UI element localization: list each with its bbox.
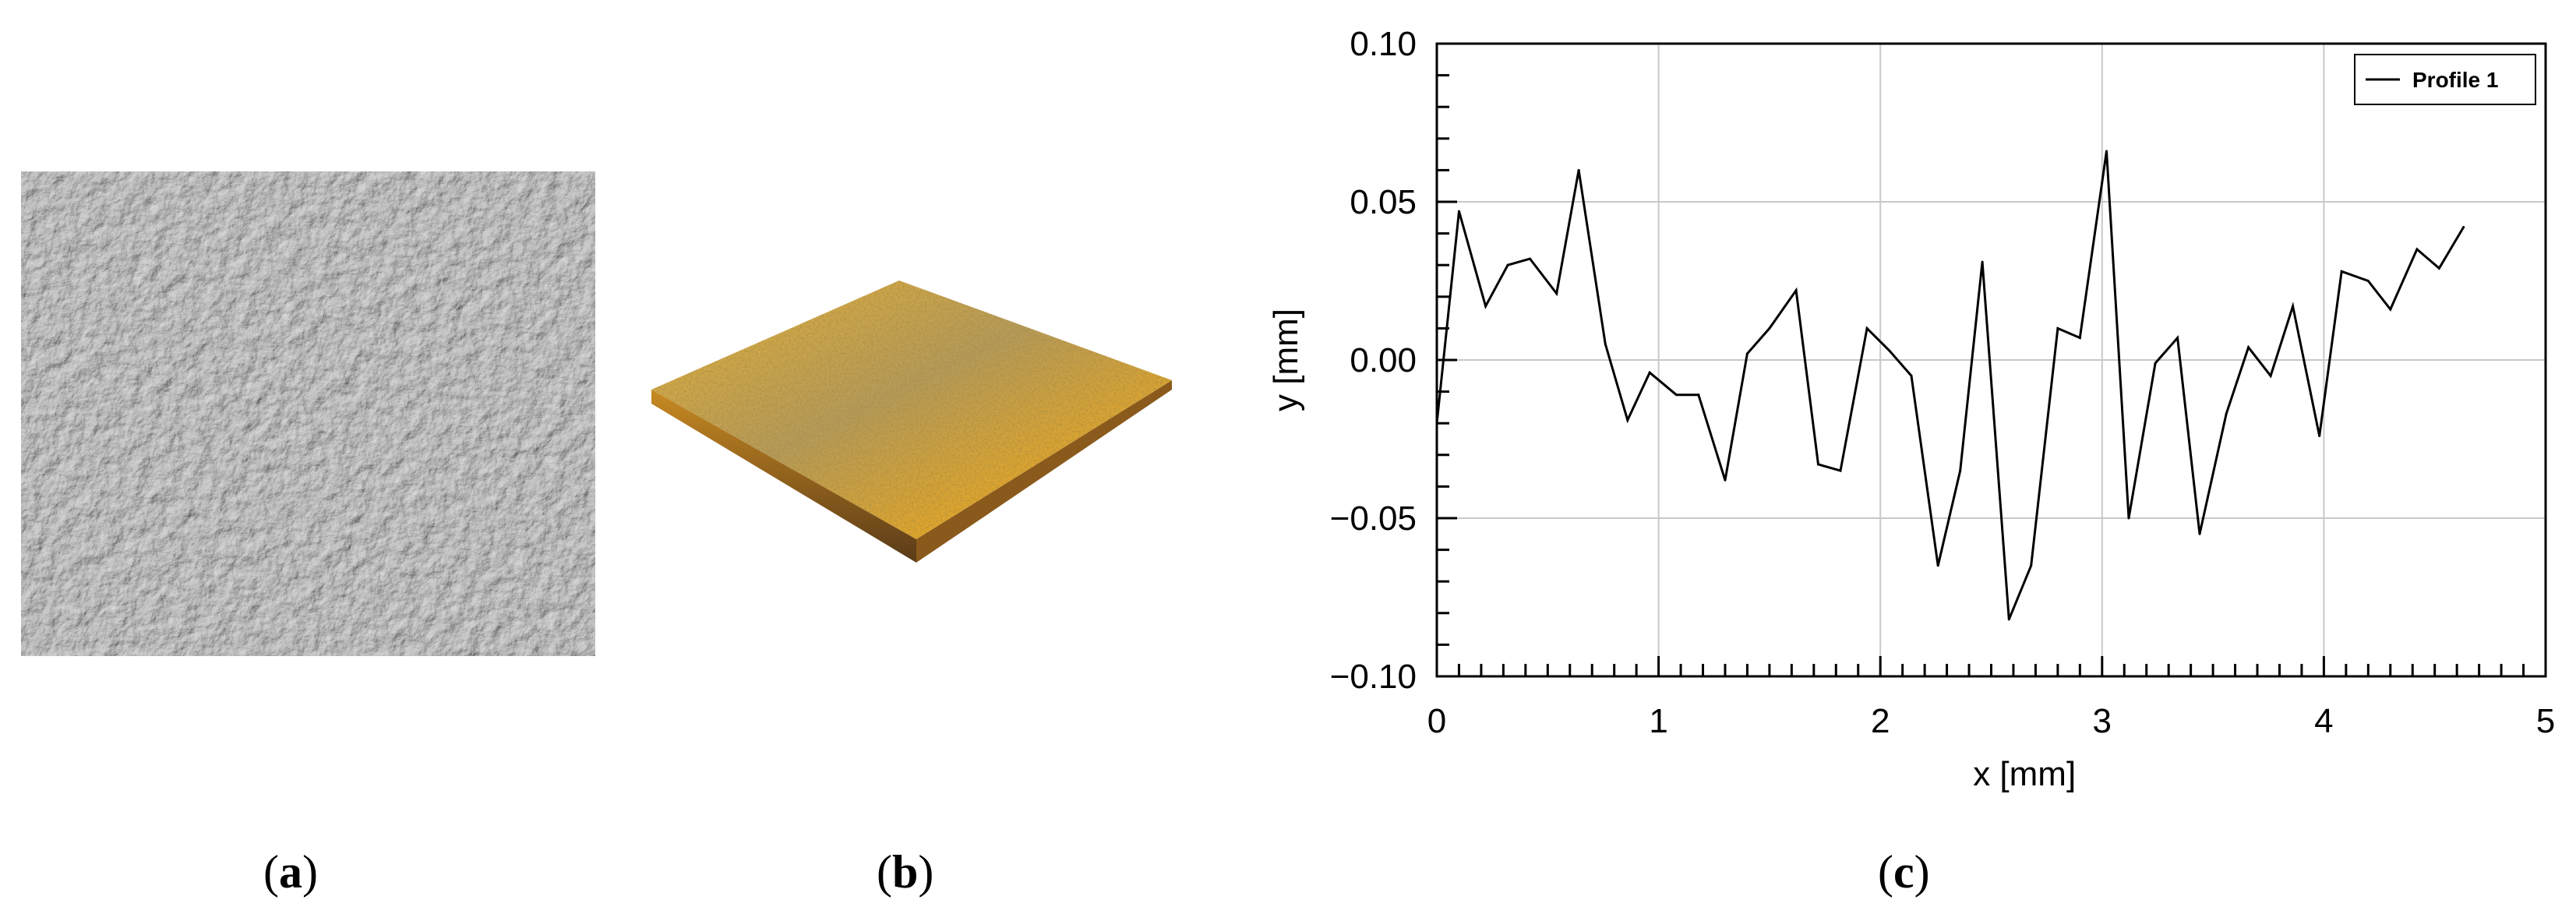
data-point: [2056, 326, 2059, 330]
surface-texture-image: [21, 171, 595, 656]
data-point: [1981, 260, 1984, 263]
x-tick-label: 1: [1649, 702, 1667, 740]
axis-ticks: [1435, 42, 2547, 678]
y-tick-label: 0.10: [1350, 25, 1417, 63]
grid: [1437, 44, 2546, 676]
caption-c-letter: c: [1893, 846, 1914, 898]
data-point: [1724, 478, 1727, 482]
data-point: [1577, 168, 1580, 171]
data-point: [2366, 280, 2370, 282]
x-tick-label: 4: [2314, 702, 2333, 740]
series-line-profile-1: [1435, 150, 2465, 620]
data-point: [1555, 292, 1558, 295]
data-point: [1457, 210, 1460, 213]
data-point: [1506, 263, 1509, 266]
data-point: [2415, 248, 2419, 251]
caption-a-letter: a: [278, 846, 302, 898]
legend: Profile 1: [2354, 54, 2536, 105]
x-tick-label: 2: [1871, 702, 1890, 740]
data-point: [1817, 463, 1820, 466]
data-point: [2105, 150, 2108, 153]
data-point: [1959, 469, 1962, 472]
y-tick-label: −0.05: [1330, 499, 1417, 538]
data-point: [2247, 346, 2250, 349]
data-point: [2007, 618, 2010, 621]
data-point: [1910, 374, 1913, 377]
data-point: [2198, 532, 2201, 535]
data-point: [1484, 305, 1487, 308]
data-point: [2462, 225, 2465, 228]
caption-a: (a): [263, 846, 318, 898]
data-point: [2078, 337, 2081, 340]
data-point: [1435, 422, 1438, 425]
data-point: [1529, 257, 1532, 260]
data-point: [1674, 393, 1678, 397]
data-point: [2154, 362, 2157, 365]
x-tick-label: 0: [1427, 702, 1446, 740]
data-point: [1768, 326, 1771, 330]
data-point: [2127, 517, 2130, 520]
caption-b: (b): [877, 846, 934, 898]
y-tick-labels: 0.10 0.05 0.00 −0.05 −0.10: [1330, 25, 1417, 696]
data-point: [1697, 393, 1700, 397]
data-point: [2318, 434, 2321, 437]
data-point: [2269, 374, 2272, 377]
x-axis-label: x [mm]: [1973, 755, 2076, 793]
data-point: [2340, 270, 2343, 273]
surface-3d-topography-image: [651, 281, 1172, 563]
data-point: [1794, 289, 1798, 292]
data-point: [2225, 412, 2228, 415]
series-layer: [1435, 150, 2465, 621]
data-point: [2030, 564, 2033, 567]
legend-entry-profile-1: Profile 1: [2412, 68, 2498, 92]
x-tick-labels: 0 1 2 3 4 5: [1427, 702, 2555, 740]
data-point: [1865, 326, 1868, 330]
data-point: [2437, 266, 2440, 270]
y-tick-label: 0.00: [1350, 341, 1417, 379]
caption-c: (c): [1878, 846, 1930, 898]
data-point: [2292, 305, 2295, 308]
data-point: [1745, 352, 1749, 355]
x-tick-label: 3: [2093, 702, 2112, 740]
data-point: [1604, 343, 1607, 346]
x-tick-label: 5: [2536, 702, 2555, 740]
data-point: [1648, 371, 1651, 374]
data-point: [1936, 564, 1939, 567]
data-point: [1839, 469, 1842, 472]
data-point: [1888, 349, 1891, 352]
data-point: [1626, 418, 1629, 422]
caption-b-letter: b: [891, 846, 919, 898]
data-point: [2176, 337, 2179, 340]
y-tick-label: −0.10: [1330, 658, 1417, 696]
data-point: [2389, 308, 2392, 311]
y-tick-label: 0.05: [1350, 183, 1417, 221]
y-axis-label: y [mm]: [1267, 309, 1305, 411]
